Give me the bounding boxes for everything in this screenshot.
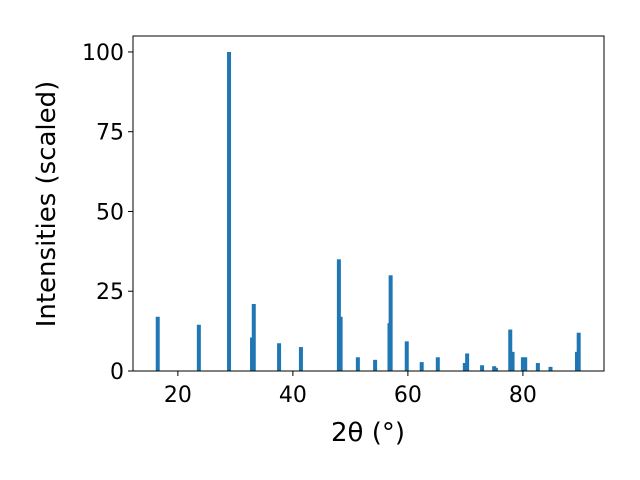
- bar: [404, 341, 409, 371]
- bar: [435, 357, 440, 371]
- x-axis-label: 2θ (°): [331, 418, 405, 448]
- bar: [523, 357, 528, 371]
- y-tick-label: 100: [82, 41, 124, 66]
- x-tick-label: 80: [509, 383, 537, 408]
- y-tick-label: 0: [110, 360, 124, 385]
- bar: [493, 367, 498, 371]
- bar: [388, 275, 393, 371]
- bar: [373, 359, 378, 371]
- bar: [419, 362, 424, 371]
- y-axis-label: Intensities (scaled): [32, 81, 62, 328]
- bar: [535, 363, 540, 371]
- x-tick-label: 40: [279, 383, 307, 408]
- bar: [227, 51, 232, 371]
- y-tick-label: 25: [96, 280, 124, 305]
- bar: [338, 316, 343, 371]
- bar: [298, 347, 303, 371]
- bar: [277, 343, 282, 371]
- bar: [520, 357, 525, 371]
- bar: [462, 363, 467, 371]
- bar: [480, 365, 485, 371]
- y-tick-label: 50: [96, 200, 124, 225]
- plot-frame: [132, 35, 605, 372]
- bar: [508, 329, 513, 371]
- bar: [510, 351, 515, 371]
- bar: [465, 353, 470, 371]
- bar: [251, 304, 256, 371]
- x-tick-label: 20: [164, 383, 192, 408]
- bar: [576, 332, 581, 371]
- bar: [155, 316, 160, 371]
- y-tick-label: 75: [96, 121, 124, 146]
- bar: [196, 324, 201, 371]
- bar: [355, 357, 360, 371]
- bar: [548, 366, 553, 371]
- bar: [336, 259, 341, 371]
- x-tick-label: 60: [394, 383, 422, 408]
